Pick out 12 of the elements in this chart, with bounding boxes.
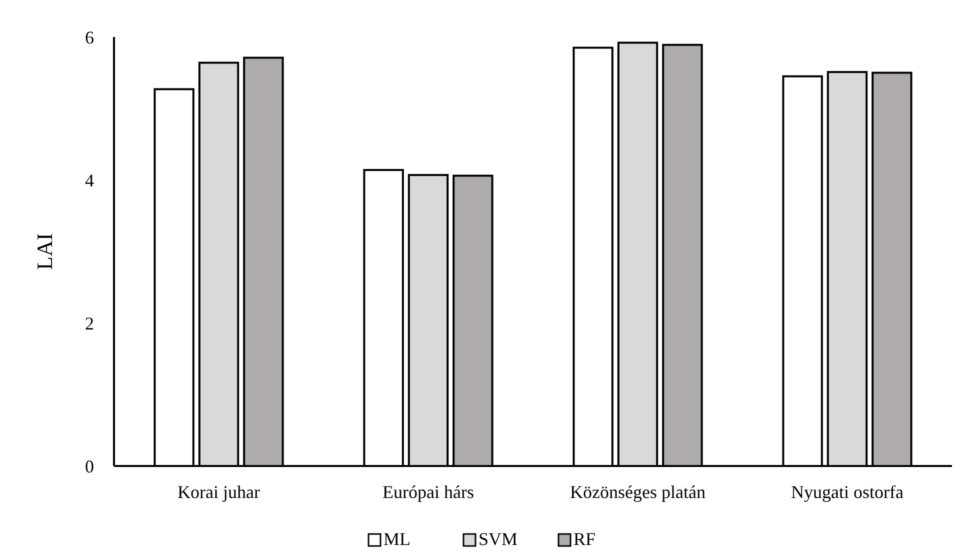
legend-label: ML (384, 529, 410, 549)
legend-label: SVM (478, 529, 518, 549)
x-tick-label: Korai juhar (178, 482, 260, 502)
legend-label: RF (574, 529, 596, 549)
y-axis-title: LAI (32, 233, 57, 270)
y-tick-label: 0 (85, 456, 94, 476)
x-tick-label: Európai hárs (382, 482, 474, 502)
x-tick-label: Közönséges platán (570, 482, 706, 502)
x-tick-label: Nyugati ostorfa (791, 482, 904, 502)
y-tick-label: 2 (85, 313, 94, 334)
y-tick-label: 4 (85, 170, 94, 190)
y-tick-label: 6 (85, 27, 94, 48)
